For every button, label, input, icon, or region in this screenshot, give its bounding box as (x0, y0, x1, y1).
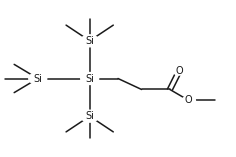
Circle shape (81, 73, 99, 84)
Text: O: O (185, 95, 193, 106)
Circle shape (81, 35, 99, 47)
Text: Si: Si (33, 73, 42, 84)
Circle shape (29, 73, 47, 84)
Circle shape (182, 96, 195, 105)
Text: Si: Si (85, 111, 94, 121)
Text: Si: Si (85, 36, 94, 46)
Circle shape (173, 66, 186, 75)
Text: O: O (176, 66, 183, 76)
Text: Si: Si (85, 73, 94, 84)
Circle shape (81, 110, 99, 122)
